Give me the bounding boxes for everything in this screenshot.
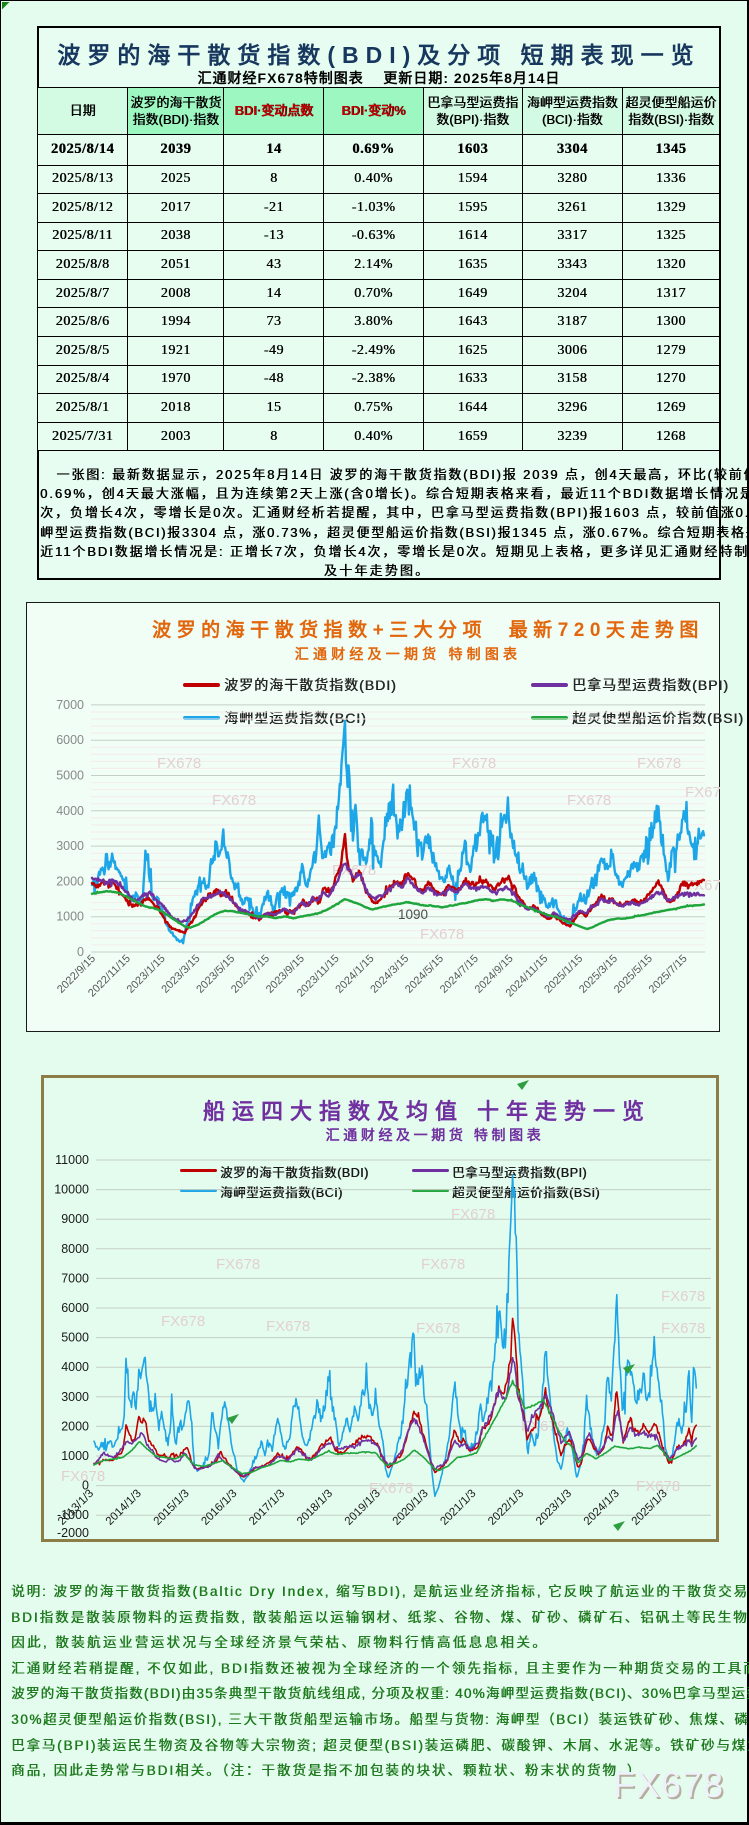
svg-text:FX678: FX678 [567,792,611,809]
svg-text:FX678: FX678 [369,1480,413,1497]
svg-text:1000: 1000 [61,1449,89,1463]
svg-text:2018/1/3: 2018/1/3 [295,1488,335,1528]
svg-text:8000: 8000 [61,1242,89,1256]
svg-text:FX678: FX678 [416,1320,460,1337]
svg-text:9000: 9000 [61,1212,89,1226]
svg-text:1090: 1090 [398,907,428,922]
svg-text:FX678: FX678 [452,755,496,772]
svg-text:FX678: FX678 [451,1206,495,1223]
svg-text:3000: 3000 [61,1390,89,1404]
svg-text:2022/1/3: 2022/1/3 [486,1488,526,1528]
svg-text:2014/1/3: 2014/1/3 [104,1488,144,1528]
svg-text:11000: 11000 [55,1153,89,1167]
svg-text:2025/7/15: 2025/7/15 [647,953,690,996]
svg-text:-1000: -1000 [57,1508,89,1522]
svg-text:FX678: FX678 [636,1478,680,1495]
svg-text:4000: 4000 [61,1360,89,1374]
svg-text:6000: 6000 [61,1301,89,1315]
svg-text:6000: 6000 [56,733,84,747]
svg-text:FX678: FX678 [421,1256,465,1273]
svg-text:FX678: FX678 [420,926,464,943]
svg-text:5000: 5000 [56,769,84,783]
svg-text:FX678: FX678 [61,1468,105,1485]
svg-text:-2000: -2000 [57,1526,89,1539]
svg-text:2015/1/3: 2015/1/3 [152,1488,192,1528]
svg-text:FX678: FX678 [637,755,681,772]
svg-text:FX678: FX678 [661,1320,705,1337]
svg-text:1000: 1000 [56,910,84,924]
svg-text:2023/1/3: 2023/1/3 [534,1488,574,1528]
svg-text:FX678: FX678 [212,792,256,809]
svg-text:2019/1/3: 2019/1/3 [343,1488,383,1528]
svg-text:FX678: FX678 [157,755,201,772]
svg-text:7000: 7000 [61,1271,89,1285]
svg-text:7000: 7000 [56,698,84,712]
svg-text:3000: 3000 [56,839,84,853]
svg-text:2024/1/3: 2024/1/3 [582,1488,622,1528]
svg-text:4000: 4000 [56,804,84,818]
svg-text:10000: 10000 [54,1183,89,1197]
svg-text:0: 0 [77,945,84,959]
svg-text:2000: 2000 [61,1419,89,1433]
svg-text:2016/1/3: 2016/1/3 [199,1488,239,1528]
svg-text:FX678: FX678 [266,1318,310,1335]
svg-text:FX678: FX678 [685,784,721,801]
svg-text:FX678: FX678 [685,877,721,894]
svg-text:2021/1/3: 2021/1/3 [438,1488,478,1528]
svg-text:FX678: FX678 [161,1313,205,1330]
svg-text:FX678: FX678 [661,1288,705,1305]
svg-text:2000: 2000 [56,874,84,888]
svg-text:5000: 5000 [61,1331,89,1345]
svg-text:FX678: FX678 [216,1256,260,1273]
svg-text:2017/1/3: 2017/1/3 [247,1488,287,1528]
svg-text:0: 0 [82,1479,89,1493]
